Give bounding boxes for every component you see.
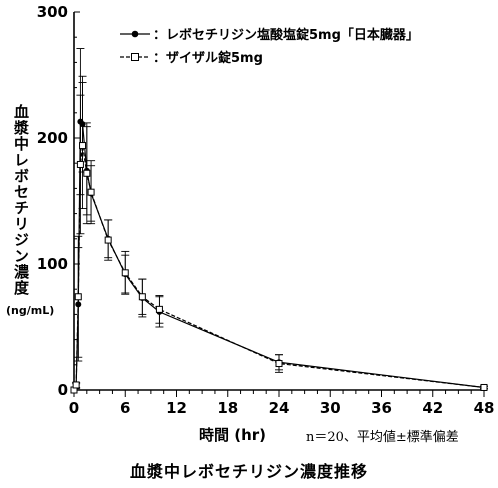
data-point <box>72 381 80 389</box>
statistics-note: n＝20、平均値±標準偏差 <box>306 430 459 445</box>
data-point <box>74 293 82 301</box>
series-line <box>73 120 485 391</box>
data-point <box>138 293 146 301</box>
y-tick-label: 100 <box>37 255 68 273</box>
y-axis-unit: (ng/mL) <box>6 304 55 317</box>
legend: ：レボセチリジン塩酸塩錠5mg「日本臓器」 ：ザイザル錠5mg <box>120 27 419 66</box>
x-tick-label: 24 <box>269 399 290 417</box>
data-point <box>79 142 87 150</box>
y-tick-label: 300 <box>37 3 68 21</box>
data-point <box>480 383 488 391</box>
x-tick-label: 18 <box>217 399 238 417</box>
x-tick-label: 42 <box>422 399 443 417</box>
y-tick-label: 0 <box>58 381 68 399</box>
x-tick-label: 48 <box>474 399 495 417</box>
legend-marker <box>131 53 139 61</box>
data-point <box>83 169 91 177</box>
legend-item-2: ：ザイザル錠5mg <box>120 50 263 66</box>
series-layer <box>70 48 488 394</box>
series-2 <box>70 82 488 394</box>
x-tick-label: 12 <box>166 399 187 417</box>
y-tick-label: 200 <box>37 129 68 147</box>
series-1 <box>71 48 488 393</box>
axes <box>73 12 486 391</box>
legend-marker <box>131 30 139 38</box>
data-point <box>121 269 129 277</box>
x-tick-label: 0 <box>69 399 79 417</box>
x-tick-label: 6 <box>120 399 130 417</box>
legend-label: ：ザイザル錠5mg <box>153 50 263 66</box>
x-tick-label: 30 <box>320 399 341 417</box>
data-point <box>76 160 84 168</box>
data-point <box>104 236 112 244</box>
data-point <box>275 360 283 368</box>
series-line <box>73 145 485 391</box>
legend-label: ：レボセチリジン塩酸塩錠5mg「日本臓器」 <box>153 27 419 43</box>
x-axis-label: 時間 (hr) <box>199 426 267 444</box>
data-point <box>87 188 95 196</box>
data-point <box>155 305 163 313</box>
chart-title: 血漿中レボセチリジン濃度推移 <box>129 462 368 481</box>
x-tick-label: 36 <box>371 399 392 417</box>
y-axis-label: 血漿中レボセチリジン濃度 <box>12 104 30 296</box>
legend-item-1: ：レボセチリジン塩酸塩錠5mg「日本臓器」 <box>120 27 419 43</box>
ticks: 0 100 200 300 0 6 12 18 24 30 36 42 48 <box>37 3 495 417</box>
